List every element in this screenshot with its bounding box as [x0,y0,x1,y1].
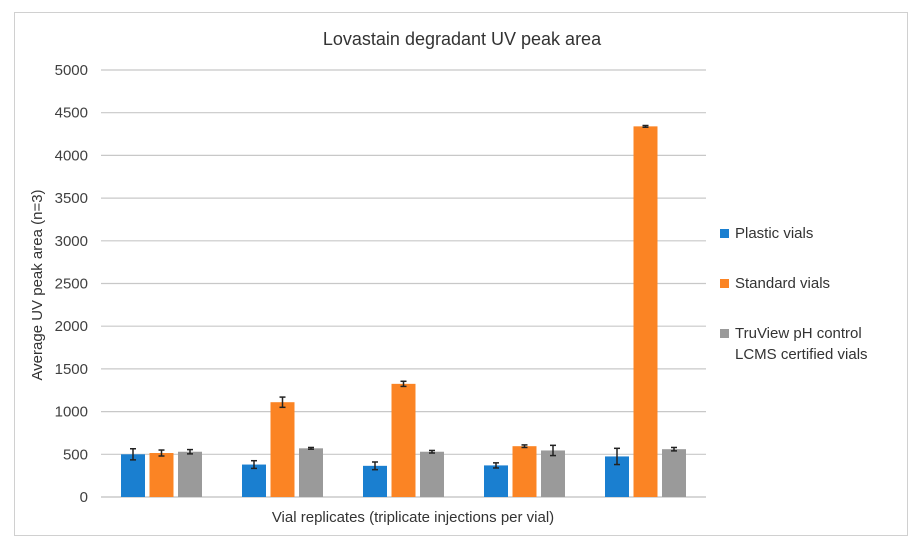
bar [242,464,266,497]
bar [121,454,145,497]
y-tick-label: 1000 [55,404,88,421]
y-tick-label: 3000 [55,233,88,250]
bar [270,402,295,497]
x-axis-label: Vial replicates (triplicate injections p… [272,509,554,526]
y-tick-label: 4000 [55,147,88,164]
y-tick-label: 4500 [55,105,88,122]
y-tick-label: 2000 [55,318,88,335]
y-tick-label: 0 [80,489,88,506]
legend-label: Standard vials [735,275,830,292]
bar [541,450,565,497]
bar [484,465,508,497]
y-tick-label: 500 [63,446,88,463]
chart-title: Lovastain degradant UV peak area [323,29,602,49]
legend-label: Plastic vials [735,225,813,242]
bar [178,451,202,497]
legend-label: TruView pH control LCMS certified vials [735,325,868,363]
bar [512,446,537,497]
legend-swatch [720,229,729,238]
chart-frame [14,12,908,536]
legend-swatch [720,279,729,288]
y-axis-label: Average UV peak area (n=3) [29,189,46,380]
bar [363,465,387,497]
y-tick-label: 1500 [55,361,88,378]
bar [633,126,658,497]
bar [391,383,416,497]
bar [662,449,686,497]
y-tick-label: 3500 [55,190,88,207]
bar [299,448,323,497]
legend-swatch [720,329,729,338]
bar [149,453,174,497]
y-tick-label: 2500 [55,276,88,293]
bar [420,451,444,497]
y-tick-label: 5000 [55,62,88,79]
